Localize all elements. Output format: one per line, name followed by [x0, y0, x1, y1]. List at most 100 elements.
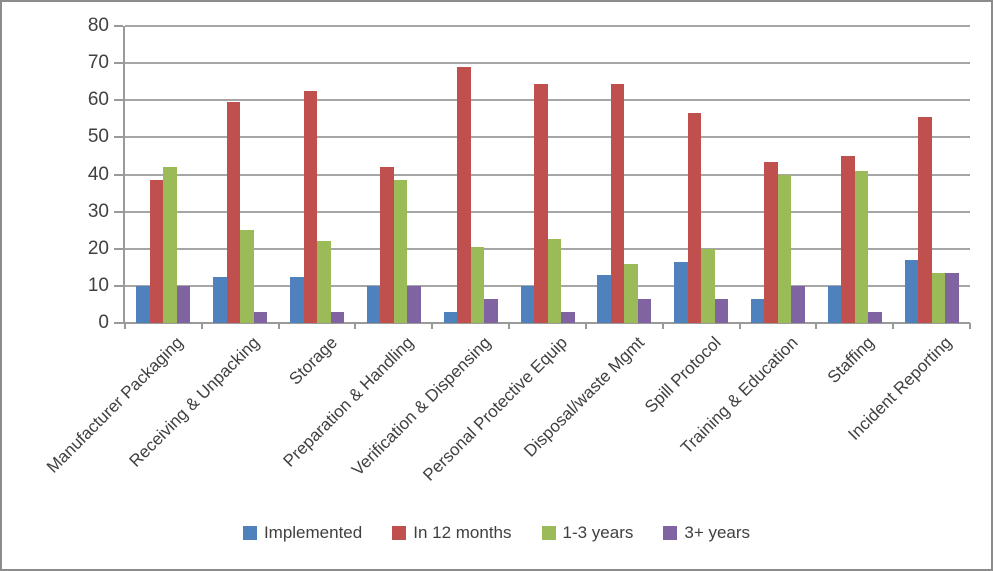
legend-label: 1-3 years: [562, 523, 634, 542]
x-axis-tick: [431, 323, 434, 329]
bar-1-3-years: [393, 180, 408, 323]
bar-implemented: [520, 285, 534, 323]
y-axis-tick: [114, 62, 123, 65]
y-gridline: [125, 62, 970, 65]
bar-implemented: [597, 274, 611, 323]
category-label: Incident Reporting: [642, 333, 955, 444]
y-gridline: [125, 210, 970, 213]
y-axis-tick: [114, 284, 123, 287]
bar-in-12-months: [534, 83, 548, 323]
y-axis-tick: [114, 210, 123, 213]
bar-implemented: [443, 311, 458, 323]
legend-label: In 12 months: [413, 523, 512, 542]
x-axis-tick: [584, 323, 587, 329]
legend-item: Implemented: [242, 523, 363, 543]
legend-swatch: [242, 526, 257, 540]
y-tick-label: 0: [98, 312, 109, 333]
x-axis-tick: [508, 323, 511, 329]
bar-3-years: [484, 298, 498, 323]
category-label-text: Preparation & Handling: [279, 333, 418, 471]
bar-1-3-years: [470, 246, 485, 323]
bar-implemented: [904, 259, 919, 323]
y-axis-tick: [114, 25, 123, 27]
bar-implemented: [366, 285, 381, 323]
bar-1-3-years: [624, 263, 638, 323]
y-gridline: [125, 136, 970, 139]
y-tick-label: 20: [87, 237, 109, 259]
y-axis-tick: [114, 247, 123, 250]
bar-3-years: [176, 285, 191, 323]
bar-in-12-months: [457, 66, 471, 323]
bar-1-3-years: [701, 248, 715, 323]
legend-item: In 12 months: [392, 523, 512, 543]
legend-swatch: [541, 526, 556, 540]
bar-1-3-years: [163, 167, 177, 323]
bar-3-years: [253, 311, 268, 323]
bar-3-years: [945, 272, 959, 323]
y-tick-label: 40: [87, 163, 109, 185]
y-axis-tick: [114, 99, 123, 102]
y-gridline: [125, 173, 970, 176]
legend-item: 1-3 years: [541, 523, 634, 543]
bar-3-years: [407, 285, 421, 323]
bar-implemented: [136, 285, 150, 323]
bar-in-12-months: [149, 180, 164, 323]
bar-1-3-years: [240, 230, 254, 323]
category-label-text: Manufacturer Packaging: [43, 333, 187, 477]
y-gridline: [125, 25, 970, 27]
bar-in-12-months: [764, 161, 778, 323]
bar-in-12-months: [610, 83, 625, 323]
bar-3-years: [330, 311, 345, 323]
bar-in-12-months: [918, 116, 932, 323]
bar-3-years: [791, 285, 805, 323]
category-label-text: Incident Reporting: [844, 333, 956, 445]
y-tick-label: 30: [87, 200, 109, 222]
y-tick-label: 50: [87, 126, 109, 148]
category-label-text: Personal Protective Equip: [419, 333, 571, 485]
x-axis-tick: [124, 323, 126, 329]
chart-legend: Implemented In 12 months 1-3 years 3+ years: [2, 523, 991, 543]
bar-1-3-years: [931, 272, 946, 323]
x-axis-tick: [200, 323, 203, 329]
y-tick-label: 70: [87, 52, 109, 74]
x-axis-tick: [892, 323, 895, 329]
y-tick-label: 10: [87, 274, 109, 296]
x-axis-line: [116, 322, 970, 324]
bar-1-3-years: [777, 174, 792, 323]
category-label-text: Receiving & Unpacking: [125, 333, 264, 471]
bar-in-12-months: [226, 102, 241, 323]
plot-area: Manufacturer Packaging Receiving & Unpack…: [43, 25, 971, 485]
y-gridline: [125, 99, 970, 102]
x-axis-tick: [969, 323, 971, 329]
bar-1-3-years: [854, 170, 869, 323]
x-axis-tick: [277, 323, 280, 329]
legend-swatch: [663, 526, 678, 540]
legend-swatch: [392, 526, 407, 540]
x-axis-tick: [354, 323, 357, 329]
bar-3-years: [637, 298, 652, 323]
legend-item: 3+ years: [663, 523, 750, 543]
bar-in-12-months: [841, 155, 855, 323]
category-label-text: Verification & Dispensing: [347, 333, 495, 480]
bar-1-3-years: [547, 239, 561, 323]
x-axis-tick: [738, 323, 741, 329]
bar-3-years: [561, 311, 575, 323]
bar-implemented: [674, 261, 688, 323]
y-axis-tick: [114, 322, 123, 324]
legend-label: Implemented: [263, 523, 363, 542]
y-tick-label: 60: [87, 89, 109, 111]
x-axis-tick: [815, 323, 818, 329]
legend-label: 3+ years: [684, 523, 751, 542]
bar-in-12-months: [303, 90, 318, 323]
y-axis-line: [123, 26, 125, 323]
y-tick-label: 80: [87, 15, 109, 36]
bar-in-12-months: [380, 167, 394, 323]
bar-implemented: [827, 285, 842, 323]
bar-implemented: [750, 298, 765, 323]
bar-in-12-months: [687, 113, 702, 323]
x-axis-tick: [661, 323, 664, 329]
bar-1-3-years: [317, 241, 331, 323]
bar-implemented: [290, 276, 304, 323]
bar-implemented: [213, 276, 227, 323]
